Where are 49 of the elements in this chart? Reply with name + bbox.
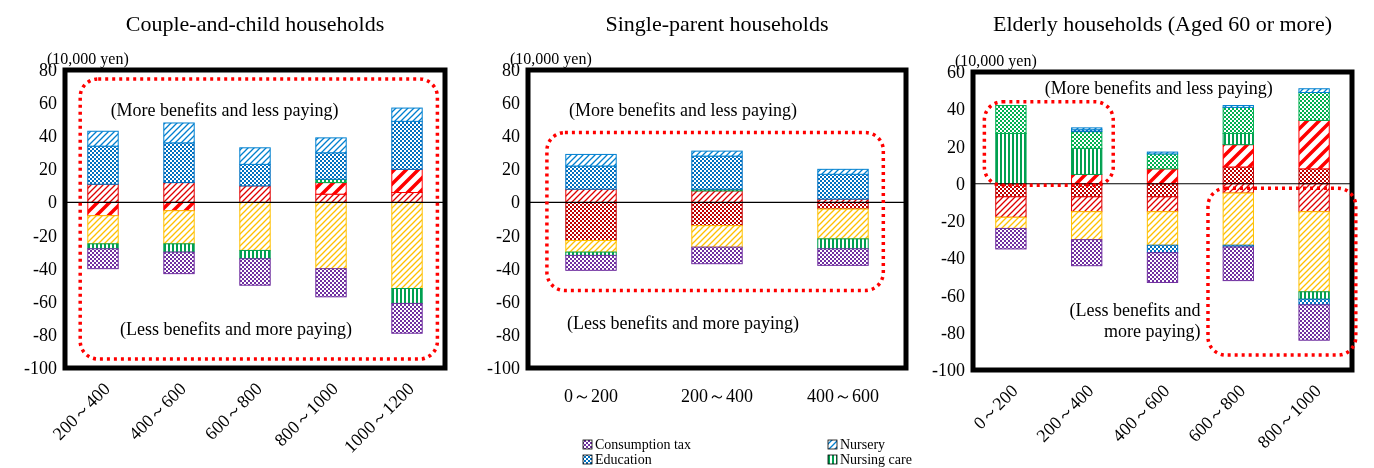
x-tick-label: 400～600 <box>124 378 190 444</box>
y-tick-label: -60 <box>33 291 57 312</box>
y-tick-label: -60 <box>941 285 965 306</box>
y-tick-label: -80 <box>33 324 57 345</box>
y-tick-label: -20 <box>496 225 520 246</box>
y-tick-label: -20 <box>941 211 965 231</box>
y-tick-label: 20 <box>947 136 965 157</box>
annotation: (Less benefits and more paying) <box>567 313 799 335</box>
annotation: (More benefits and less paying) <box>569 99 797 121</box>
x-tick-label: 200～400 <box>1032 380 1098 446</box>
y-tick-label: 40 <box>502 126 520 147</box>
y-tick-label: -100 <box>932 360 965 380</box>
y-tick-label: 60 <box>39 93 57 114</box>
x-tick-label: 600～800 <box>1184 380 1250 446</box>
annotation: (Less benefits and more paying) <box>1069 300 1201 343</box>
x-tick-label: 0～200 <box>564 386 618 406</box>
y-tick-label: 40 <box>947 99 965 120</box>
annotation: (More benefits and less paying) <box>110 99 339 121</box>
y-tick-label: -100 <box>24 358 57 378</box>
legend-label: Consumption tax <box>595 437 692 452</box>
y-tick-label: -80 <box>941 322 965 343</box>
x-tick-label: 400～600 <box>1108 380 1174 446</box>
legend-label: Education <box>595 452 652 467</box>
y-tick-label: 0 <box>956 173 965 194</box>
annotation: (Less benefits and more paying) <box>120 319 352 341</box>
chart-title: Elderly households (Aged 60 or more) <box>992 11 1333 36</box>
chart-title: Single-parent households <box>605 11 829 36</box>
y-tick-label: 20 <box>502 159 520 180</box>
annotation: (More benefits and less paying) <box>1044 78 1273 100</box>
y-tick-label: -40 <box>941 248 965 269</box>
y-tick-label: 40 <box>39 126 57 147</box>
y-tick-label: -40 <box>33 258 57 279</box>
y-tick-label: -100 <box>487 358 520 378</box>
y-tick-label: 0 <box>48 192 57 213</box>
y-tick-label: -20 <box>33 225 57 246</box>
y-tick-label: 0 <box>511 192 520 213</box>
x-tick-label: 400～600 <box>807 386 879 406</box>
x-tick-label: 200～400 <box>681 386 753 406</box>
x-tick-label: 200～400 <box>48 378 114 444</box>
y-tick-label: -40 <box>496 258 520 279</box>
y-tick-label: -80 <box>496 324 520 345</box>
chart-title: Couple-and-child households <box>125 11 385 36</box>
legend-label: Nursery <box>840 437 886 452</box>
y-tick-label: 60 <box>502 93 520 114</box>
y-tick-label: 20 <box>39 159 57 180</box>
x-tick-label: 0～200 <box>969 380 1022 434</box>
y-tick-label: -60 <box>496 291 520 312</box>
legend-label: Nursing care <box>840 452 912 467</box>
x-tick-label: 600～800 <box>200 378 266 444</box>
